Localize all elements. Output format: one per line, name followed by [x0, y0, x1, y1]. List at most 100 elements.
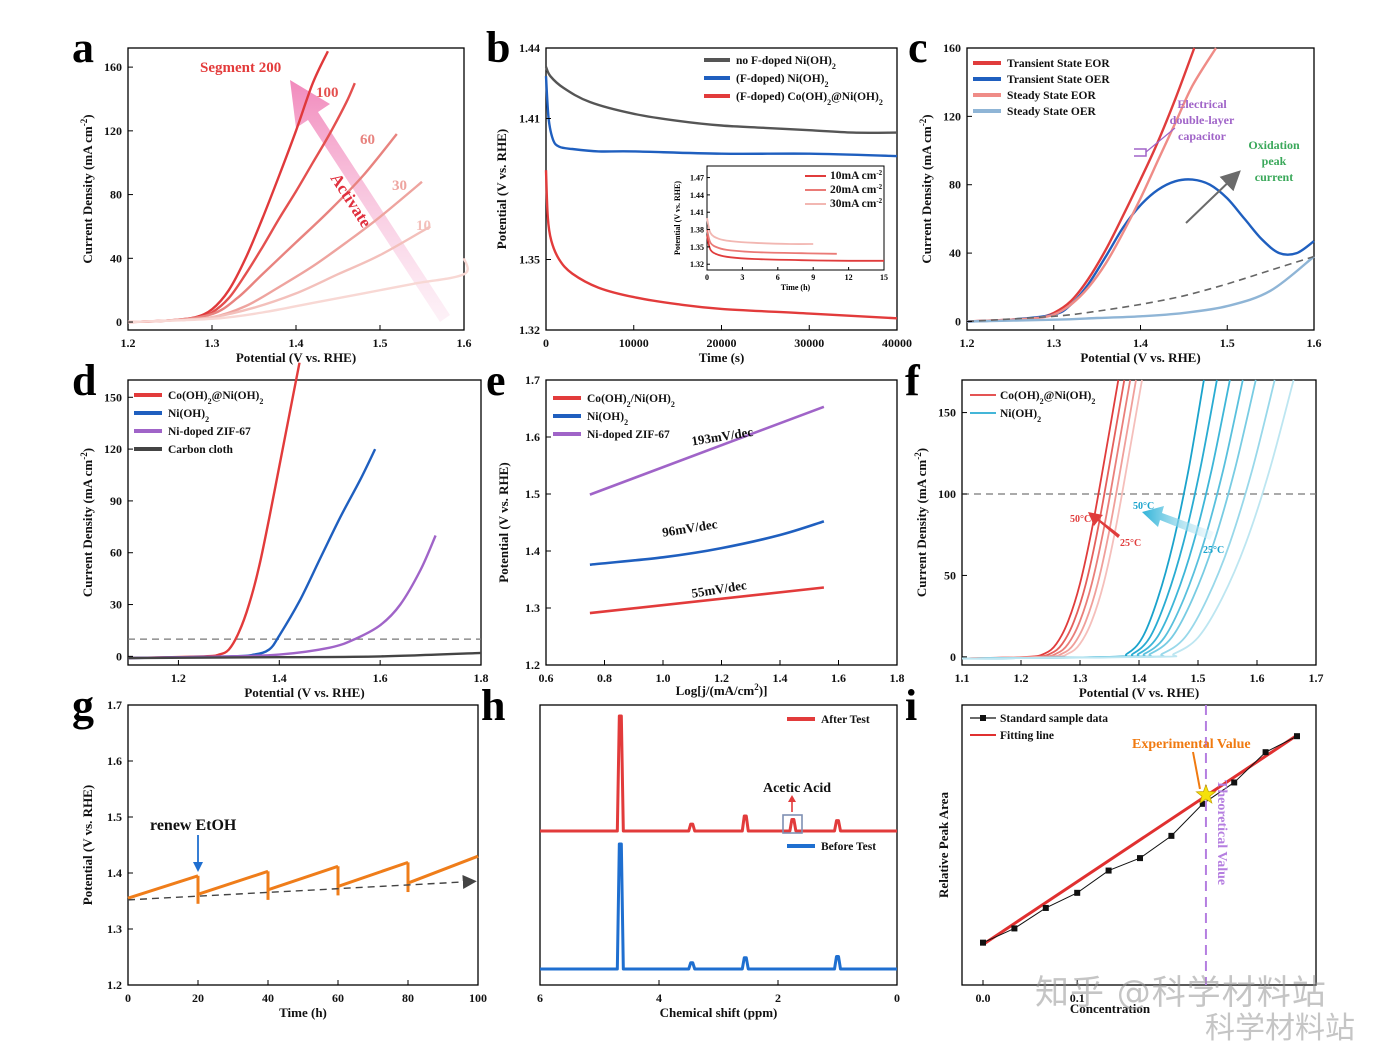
legend-entry-i: Fitting line: [1000, 730, 1054, 742]
y-tick-label-g: 1.3: [107, 922, 122, 936]
potential-segment-g: [337, 860, 409, 888]
series-line-b: [544, 66, 898, 134]
x-axis-label-g: Time (h): [279, 1005, 327, 1020]
inset-x-tick-label: 3: [740, 273, 744, 282]
data-point-i: [1262, 749, 1269, 756]
legend-entry-d: Ni-doped ZIF-67: [168, 426, 251, 438]
panel-letter-f: f: [905, 356, 921, 405]
series-line-f-blue: [961, 379, 1295, 660]
x-tick-label-g: 100: [469, 991, 487, 1005]
experimental-arrow: [1192, 751, 1201, 790]
data-point-i: [1231, 779, 1238, 786]
panel-letter-a: a: [72, 23, 94, 72]
annotation-30: 30: [392, 178, 407, 194]
temperature-arrow-blue: [1142, 506, 1214, 540]
y-tick-label-e: 1.4: [525, 544, 540, 558]
data-point-i: [1042, 904, 1049, 911]
legend-entry-f: Co(OH)2@Ni(OH)2: [1000, 390, 1095, 406]
x-tick-label-b: 30000: [794, 336, 824, 350]
x-tick-label-f: 1.7: [1309, 671, 1324, 685]
y-tick-label-c: 0: [955, 314, 961, 328]
legend-entry-f: Ni(OH)2: [1000, 408, 1041, 424]
series-line-a: [127, 257, 469, 324]
y-tick-label-c: 160: [943, 41, 961, 55]
data-point-i: [980, 939, 986, 946]
edl-bracket: [1134, 148, 1147, 157]
panel-letter-b: b: [486, 23, 510, 72]
annotation-segment-200: Segment 200: [200, 60, 281, 76]
panel-letter-h: h: [481, 681, 505, 730]
y-tick-label-e: 1.5: [525, 487, 540, 501]
x-tick-label-f: 1.6: [1250, 671, 1265, 685]
series-line-a: [127, 225, 431, 324]
renew-arrow-head: [193, 862, 203, 872]
x-tick-label-c: 1.6: [1307, 336, 1322, 350]
x-tick-label-d: 1.2: [171, 671, 186, 685]
x-tick-label-i: 0.1: [1070, 991, 1085, 1005]
inset-series-line-b: [706, 235, 885, 262]
y-tick-label-g: 1.4: [107, 866, 122, 880]
label-red-25c: 25°C: [1120, 538, 1141, 549]
data-point-i: [1294, 733, 1300, 740]
trend-line-g: [127, 875, 477, 901]
x-tick-label-i: 0.0: [976, 991, 991, 1005]
x-axis-label-d: Potential (V vs. RHE): [244, 685, 364, 700]
y-tick-label-e: 1.2: [525, 658, 540, 672]
x-tick-label-d: 1.4: [272, 671, 287, 685]
activate-arrow: [290, 80, 450, 322]
plot-frame-i: [961, 704, 1317, 986]
series-line-d: [127, 362, 301, 660]
inset-series-line-b: [706, 217, 814, 245]
legend-entry-b: (F-doped) Ni(OH)2: [736, 73, 829, 89]
inset-x-tick-label: 12: [845, 273, 853, 282]
y-axis-label-g: Potential (V vs. RHE): [80, 785, 95, 905]
x-tick-label-e: 0.6: [539, 671, 554, 685]
label-red-50c: 50°C: [1070, 514, 1091, 525]
y-tick-label-a: 120: [104, 124, 122, 138]
x-tick-label-b: 20000: [707, 336, 737, 350]
x-tick-label-e: 1.6: [831, 671, 846, 685]
series-line-d: [127, 535, 437, 660]
inset-x-axis-label: Time (h): [781, 283, 811, 292]
y-tick-label-f: 100: [938, 487, 956, 501]
inset-y-tick-label: 1.47: [690, 174, 704, 183]
x-tick-label-c: 1.2: [960, 336, 975, 350]
y-tick-label-e: 1.7: [525, 373, 540, 387]
label-blue-25c: 25°C: [1203, 545, 1224, 556]
annotation-acetic-acid: Acetic Acid: [763, 781, 831, 796]
series-line-c: [966, 255, 1315, 323]
x-tick-label-a: 1.4: [289, 336, 304, 350]
annotation-10: 10: [416, 218, 431, 234]
x-axis-label-e: Log[j/(mA/cm2)]: [676, 682, 768, 698]
inset-x-tick-label: 9: [811, 273, 815, 282]
data-point-i: [1137, 855, 1143, 862]
data-point-i: [1168, 832, 1175, 839]
series-line-e: [589, 520, 825, 566]
x-tick-label-c: 1.3: [1046, 336, 1061, 350]
x-tick-label-e: 0.8: [597, 671, 612, 685]
x-tick-label-e: 1.0: [656, 671, 671, 685]
inset-y-tick-label: 1.44: [690, 191, 704, 200]
potential-segment-g: [197, 869, 269, 896]
legend-entry-i: Standard sample data: [1000, 713, 1108, 725]
series-line-c: [966, 47, 1218, 323]
label-blue-50c: 50°C: [1133, 501, 1154, 512]
legend-entry-b: (F-doped) Co(OH)2@Ni(OH)2: [736, 91, 883, 107]
annotation-100: 100: [316, 85, 339, 101]
inset-y-tick-label: 1.38: [690, 226, 704, 235]
inset-legend-entry: 30mA cm-2: [830, 197, 883, 210]
x-tick-label-g: 20: [192, 991, 204, 1005]
y-tick-label-g: 1.7: [107, 698, 122, 712]
y-tick-label-f: 50: [944, 568, 956, 582]
potential-segment-g: [127, 874, 199, 900]
potential-segment-g: [267, 864, 339, 892]
x-tick-label-f: 1.5: [1191, 671, 1206, 685]
oxidation-arrow: [1185, 170, 1241, 224]
y-tick-label-d: 0: [116, 649, 122, 663]
x-tick-label-e: 1.4: [773, 671, 788, 685]
panel-letter-g: g: [72, 681, 94, 730]
y-tick-label-c: 40: [949, 246, 961, 260]
spectrum-line-h: [540, 714, 897, 833]
panel-letter-i: i: [905, 681, 917, 730]
